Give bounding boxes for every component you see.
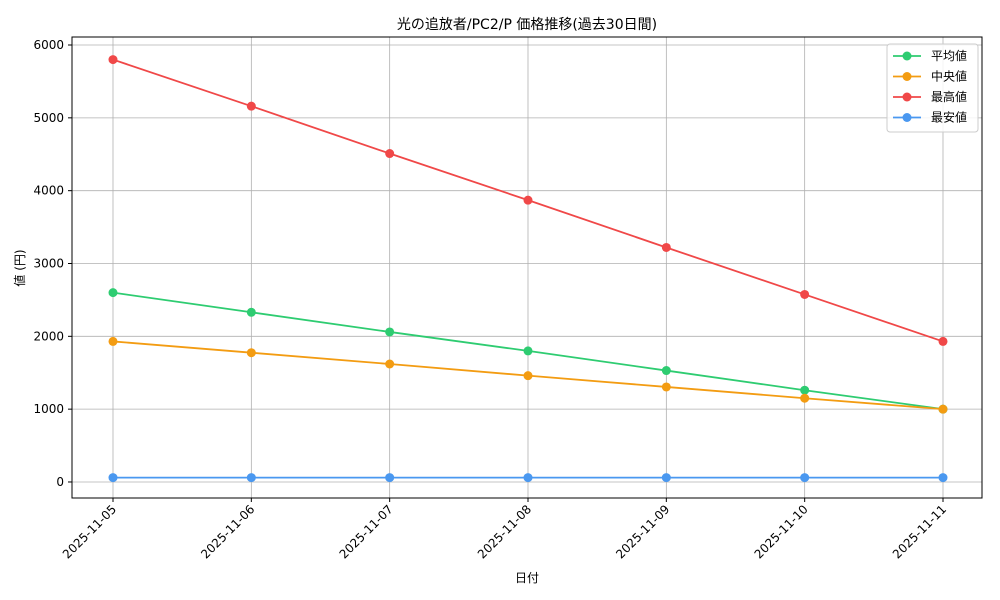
legend-label: 最高値 [931,89,967,104]
y-axis-label: 値 (円) [12,249,27,286]
legend-marker [902,92,912,102]
legend-marker [902,51,912,61]
plot-frame [71,36,983,499]
data-point [385,149,395,159]
data-point [523,371,533,381]
data-point [246,348,256,358]
legend-box [886,43,979,133]
y-tick-label: 5000 [33,111,64,125]
data-point [661,242,671,252]
y-tick-label: 4000 [33,184,64,198]
chart-title: 光の追放者/PC2/P 価格推移(過去30日間) [397,17,657,33]
data-point [938,336,948,346]
y-tick-label: 1000 [33,402,64,416]
data-point [800,289,810,299]
data-point [800,385,810,395]
y-tick-label: 2000 [33,329,64,343]
data-point [108,473,118,483]
data-point [523,473,533,483]
series-lines [108,55,948,483]
y-axis-ticks: 0 1000 2000 3000 4000 5000 6000 [33,38,72,489]
data-point [108,336,118,346]
data-point [938,473,948,483]
data-point [108,55,118,65]
y-tick-label: 3000 [33,256,64,270]
x-axis-label: 日付 [515,571,539,585]
data-point [523,195,533,205]
grid-lines [72,37,982,498]
data-point [800,473,810,483]
data-point [661,366,671,376]
data-point [385,327,395,337]
data-point [661,382,671,392]
data-point [938,404,948,414]
y-tick-label: 6000 [33,38,64,52]
data-point [246,307,256,317]
data-point [108,288,118,298]
legend-marker [902,113,912,122]
data-point [800,393,810,403]
legend-label: 平均値 [931,48,967,63]
data-point [523,346,533,356]
legend-label: 中央値 [931,69,967,84]
data-point [246,101,256,111]
data-point [385,473,395,483]
data-point [385,359,395,369]
legend-label: 最安値 [931,110,967,125]
legend-marker [902,72,912,81]
data-point [661,473,671,483]
y-tick-label: 0 [56,475,64,489]
data-point [246,473,256,483]
